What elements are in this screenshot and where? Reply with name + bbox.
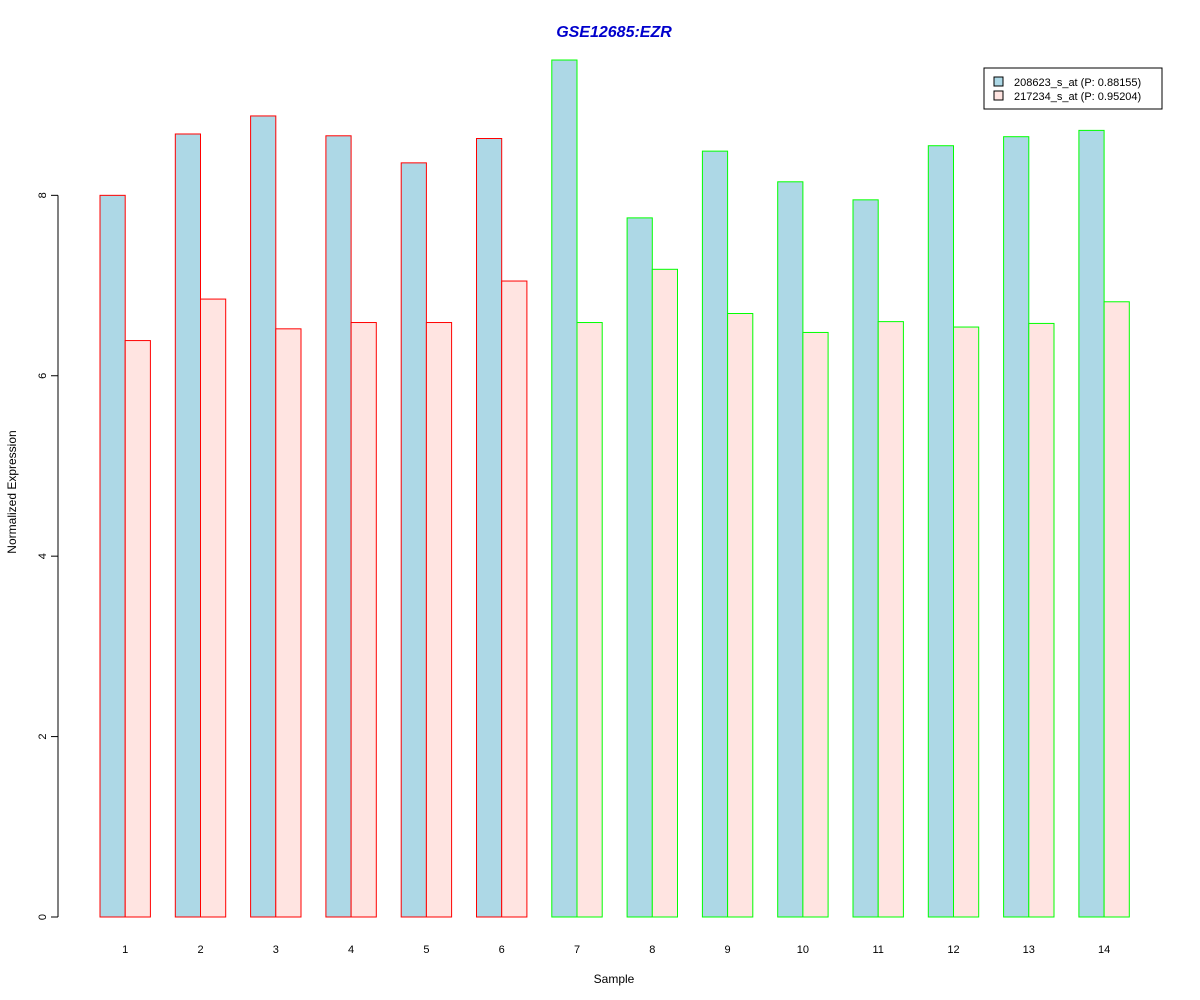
bar-sample-1-series-2 (124, 340, 151, 918)
x-tick-label: 12 (947, 944, 959, 956)
y-tick-label: 6 (37, 373, 49, 379)
bar-sample-4-series-2 (350, 322, 377, 918)
bar-sample-7-series-2 (576, 322, 603, 918)
bar-sample-1-series-1 (99, 194, 126, 918)
bar-sample-13-series-1 (1003, 136, 1030, 918)
x-tick-label: 2 (197, 944, 203, 956)
bar-sample-13-series-2 (1028, 322, 1055, 918)
bar-sample-9-series-1 (701, 150, 729, 918)
y-tick-label: 4 (37, 553, 49, 559)
bar-sample-9-series-2 (727, 313, 754, 918)
bar-sample-12-series-1 (927, 145, 954, 918)
x-tick-label: 11 (872, 944, 883, 956)
legend-swatch-2 (993, 90, 1004, 101)
bar-sample-3-series-1 (250, 115, 277, 918)
legend-box (983, 67, 1163, 110)
bar-sample-6-series-1 (476, 138, 503, 918)
bar-sample-10-series-1 (777, 181, 804, 918)
legend-label-2: 217234_s_at (P: 0.95204) (1014, 91, 1141, 103)
bar-sample-5-series-1 (400, 162, 427, 918)
bars-group (99, 59, 1130, 918)
bar-sample-11-series-1 (852, 199, 879, 918)
legend-label-1: 208623_s_at (P: 0.88155) (1014, 77, 1141, 89)
bar-sample-11-series-2 (877, 321, 904, 918)
x-tick-label: 14 (1098, 944, 1110, 956)
x-tick-labels: 1 2 3 4 5 6 7 8 9 10 11 12 13 14 (122, 944, 1110, 956)
bar-sample-10-series-2 (802, 331, 829, 918)
chart-title: GSE12685:EZR (556, 24, 672, 41)
bar-sample-14-series-2 (1103, 301, 1130, 918)
x-tick-label: 7 (574, 944, 580, 956)
x-axis-label: Sample (594, 972, 635, 986)
bar-sample-6-series-2 (501, 280, 528, 918)
legend-swatch-1 (993, 76, 1004, 87)
x-tick-label: 9 (725, 944, 731, 956)
y-tick-label: 0 (37, 914, 49, 920)
x-tick-label: 5 (423, 944, 429, 956)
x-tick-label: 3 (273, 944, 279, 956)
legend: 208623_s_at (P: 0.88155) 217234_s_at (P:… (983, 67, 1163, 110)
x-tick-label: 4 (348, 944, 354, 956)
bar-sample-8-series-2 (651, 268, 678, 918)
y-tick-label: 8 (37, 192, 49, 198)
bar-sample-8-series-1 (626, 217, 653, 918)
bar-sample-3-series-2 (275, 328, 302, 918)
bar-sample-14-series-1 (1078, 129, 1105, 918)
bar-sample-7-series-1 (551, 59, 578, 918)
x-tick-label: 1 (122, 944, 128, 956)
x-tick-label: 13 (1023, 944, 1035, 956)
bar-sample-4-series-1 (325, 135, 352, 918)
bar-sample-2-series-1 (174, 133, 202, 918)
bar-sample-12-series-2 (953, 326, 980, 918)
bar-sample-2-series-2 (200, 298, 227, 918)
y-axis-label: Normalized Expression (5, 430, 19, 553)
y-axis: 0 2 4 6 8 (37, 192, 59, 920)
x-tick-label: 10 (797, 944, 809, 956)
bar-sample-5-series-2 (425, 322, 453, 918)
x-tick-label: 8 (649, 944, 655, 956)
y-tick-label: 2 (37, 734, 49, 740)
x-tick-label: 6 (499, 944, 505, 956)
